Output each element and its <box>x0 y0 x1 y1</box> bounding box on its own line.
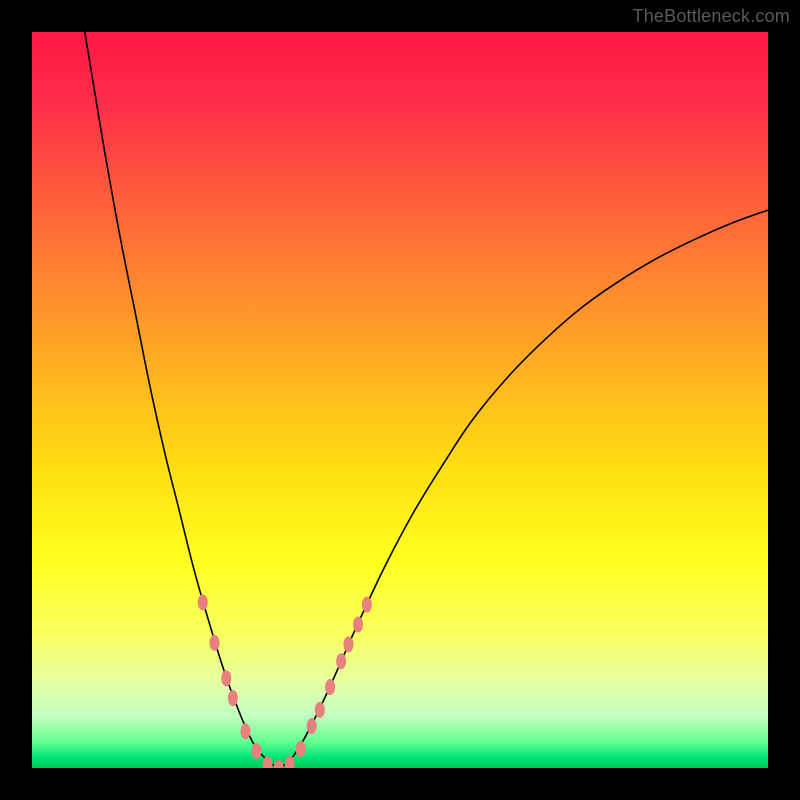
data-marker <box>210 635 220 651</box>
data-markers <box>32 32 768 768</box>
data-marker <box>251 743 261 759</box>
data-marker <box>362 597 372 613</box>
data-marker <box>228 690 238 706</box>
data-marker <box>307 718 317 734</box>
data-marker <box>315 702 325 718</box>
data-marker <box>221 670 231 686</box>
data-marker <box>325 679 335 695</box>
data-marker <box>353 616 363 632</box>
data-marker <box>296 741 306 757</box>
data-marker <box>240 723 250 739</box>
data-marker <box>263 756 273 768</box>
data-marker <box>198 594 208 610</box>
watermark-text: TheBottleneck.com <box>633 6 790 27</box>
data-marker <box>285 756 295 768</box>
data-marker <box>343 636 353 652</box>
data-marker <box>336 653 346 669</box>
data-marker <box>274 760 284 768</box>
chart-plot-area <box>32 32 768 768</box>
